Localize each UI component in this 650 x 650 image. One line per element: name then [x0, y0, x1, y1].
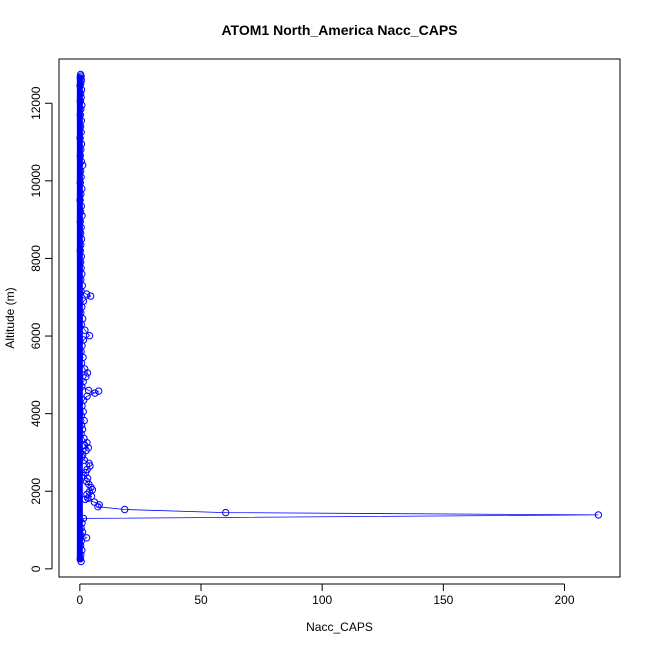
data-point [85, 332, 94, 340]
data-point [94, 503, 102, 511]
x-tick-label: 0 [76, 593, 83, 607]
data-point [594, 511, 603, 519]
x-axis: 0 50 100 150 200 [76, 583, 575, 607]
series-layer [76, 70, 603, 566]
data-point [83, 490, 91, 499]
data-point [91, 389, 99, 397]
data-point [95, 501, 103, 509]
data-point [121, 505, 129, 514]
data-point [87, 492, 96, 500]
y-axis: 0 2000 4000 6000 8000 10000 12000 [29, 86, 53, 572]
y-tick-label: 0 [29, 565, 43, 572]
data-point [83, 369, 92, 377]
data-point [82, 290, 91, 298]
x-tick-label: 50 [194, 593, 208, 607]
y-tick-label: 12000 [29, 86, 43, 120]
series-line [79, 74, 599, 562]
x-tick-label: 200 [554, 593, 574, 607]
data-point [87, 292, 95, 300]
x-tick-label: 150 [433, 593, 453, 607]
chart-title: ATOM1 North_America Nacc_CAPS [221, 22, 457, 38]
y-axis-label: Altitude (m) [3, 287, 17, 348]
data-point [82, 534, 91, 542]
y-tick-label: 4000 [29, 400, 43, 427]
x-tick-label: 100 [312, 593, 332, 607]
data-point [95, 387, 103, 395]
data-point [222, 508, 230, 517]
x-axis-label: Nacc_CAPS [306, 620, 373, 634]
y-tick-label: 2000 [29, 478, 43, 505]
dense-point-band [76, 74, 83, 562]
y-tick-label: 8000 [29, 245, 43, 272]
y-tick-label: 10000 [29, 164, 43, 198]
y-tick-label: 6000 [29, 322, 43, 349]
plot-frame [58, 58, 621, 578]
